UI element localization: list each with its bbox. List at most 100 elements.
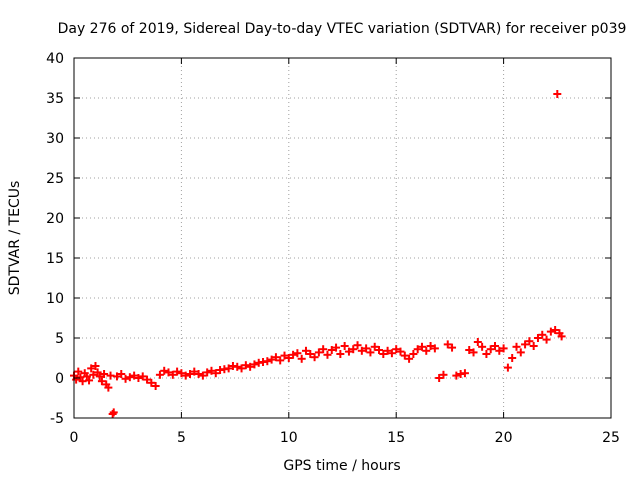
data-point bbox=[177, 369, 186, 378]
data-point bbox=[392, 345, 401, 354]
y-axis-label: SDTVAR / TECUs bbox=[7, 181, 23, 296]
data-point bbox=[121, 374, 130, 383]
data-point bbox=[74, 367, 83, 376]
x-tick-label: 5 bbox=[177, 430, 186, 446]
data-point bbox=[553, 90, 562, 98]
data-point bbox=[383, 346, 392, 355]
data-point bbox=[538, 330, 547, 339]
y-tick-label: 40 bbox=[46, 51, 64, 67]
data-point bbox=[413, 345, 422, 354]
data-point bbox=[542, 335, 551, 344]
data-point bbox=[85, 376, 94, 385]
data-point bbox=[203, 368, 212, 377]
data-point bbox=[443, 340, 452, 349]
data-point bbox=[289, 350, 298, 359]
data-point bbox=[237, 364, 246, 373]
data-point bbox=[379, 350, 388, 358]
data-point bbox=[117, 370, 126, 378]
data-point bbox=[108, 410, 117, 418]
data-point bbox=[327, 346, 336, 354]
data-point bbox=[512, 342, 521, 351]
data-point bbox=[306, 350, 315, 358]
data-point bbox=[293, 349, 302, 358]
data-point bbox=[340, 342, 349, 350]
data-point bbox=[448, 343, 457, 352]
data-point bbox=[211, 369, 220, 378]
y-tick-label: 30 bbox=[46, 131, 64, 147]
data-point bbox=[557, 332, 566, 341]
y-tick-label: 15 bbox=[46, 251, 64, 267]
data-point bbox=[181, 371, 190, 380]
data-point bbox=[366, 348, 375, 357]
data-point bbox=[409, 350, 418, 358]
data-point bbox=[396, 347, 405, 356]
data-point bbox=[194, 370, 203, 378]
data-point bbox=[323, 350, 332, 359]
data-point bbox=[525, 337, 534, 346]
data-point bbox=[160, 366, 169, 375]
data-point bbox=[263, 357, 272, 366]
data-point bbox=[233, 362, 242, 371]
data-point bbox=[478, 342, 487, 351]
data-point bbox=[155, 370, 164, 379]
data-point bbox=[109, 408, 118, 417]
y-tick-label: 20 bbox=[46, 211, 64, 227]
x-tick-label: 10 bbox=[280, 430, 298, 446]
data-point bbox=[284, 354, 293, 362]
data-point bbox=[422, 346, 431, 355]
data-point bbox=[91, 362, 100, 370]
data-point bbox=[198, 371, 207, 380]
data-point bbox=[207, 366, 216, 375]
data-point bbox=[319, 345, 328, 354]
axis-ticks: 0 5 10 15 20 25 -5 0 5 10 15 20 25 30 35 40 bbox=[46, 51, 620, 446]
data-point bbox=[134, 374, 143, 382]
data-point bbox=[439, 370, 448, 379]
y-tick-label: 0 bbox=[55, 371, 64, 387]
data-point bbox=[533, 334, 542, 342]
data-point bbox=[546, 327, 555, 336]
data-point bbox=[100, 370, 109, 378]
data-point bbox=[473, 338, 482, 346]
data-point bbox=[349, 345, 358, 354]
data-point bbox=[491, 342, 500, 350]
data-point bbox=[521, 340, 530, 349]
y-tick-label: -5 bbox=[50, 411, 64, 427]
plot-frame bbox=[73, 57, 612, 419]
data-point bbox=[495, 346, 504, 355]
chart-title: Day 276 of 2019, Sidereal Day-to-day VTE… bbox=[58, 21, 627, 37]
data-point bbox=[250, 360, 259, 369]
data-point bbox=[469, 348, 478, 357]
data-point bbox=[387, 349, 396, 358]
data-point bbox=[435, 374, 444, 382]
data-point bbox=[499, 344, 508, 353]
x-tick-label: 0 bbox=[70, 430, 79, 446]
data-point bbox=[375, 346, 384, 354]
data-point bbox=[87, 364, 96, 373]
data-point bbox=[224, 364, 233, 373]
y-tick-label: 25 bbox=[46, 171, 64, 187]
data-point bbox=[125, 373, 134, 382]
y-tick-label: 35 bbox=[46, 91, 64, 107]
grid-lines bbox=[74, 58, 611, 418]
data-point bbox=[344, 347, 353, 356]
data-point bbox=[426, 342, 435, 350]
data-point bbox=[486, 345, 495, 354]
data-point bbox=[508, 354, 517, 362]
data-point bbox=[503, 363, 512, 372]
x-tick-label: 25 bbox=[602, 430, 620, 446]
data-point bbox=[246, 362, 255, 371]
data-point bbox=[551, 326, 560, 334]
data-point bbox=[370, 342, 379, 351]
y-tick-label: 5 bbox=[55, 331, 64, 347]
data-point bbox=[97, 377, 106, 386]
y-tick-label: 10 bbox=[46, 291, 64, 307]
data-point bbox=[267, 355, 276, 364]
data-point bbox=[168, 370, 177, 379]
data-point bbox=[89, 370, 98, 379]
data-point bbox=[241, 361, 250, 370]
data-point bbox=[529, 342, 538, 350]
data-point bbox=[357, 346, 366, 355]
data-point bbox=[430, 344, 439, 353]
data-point bbox=[185, 370, 194, 378]
data-point bbox=[104, 383, 113, 392]
